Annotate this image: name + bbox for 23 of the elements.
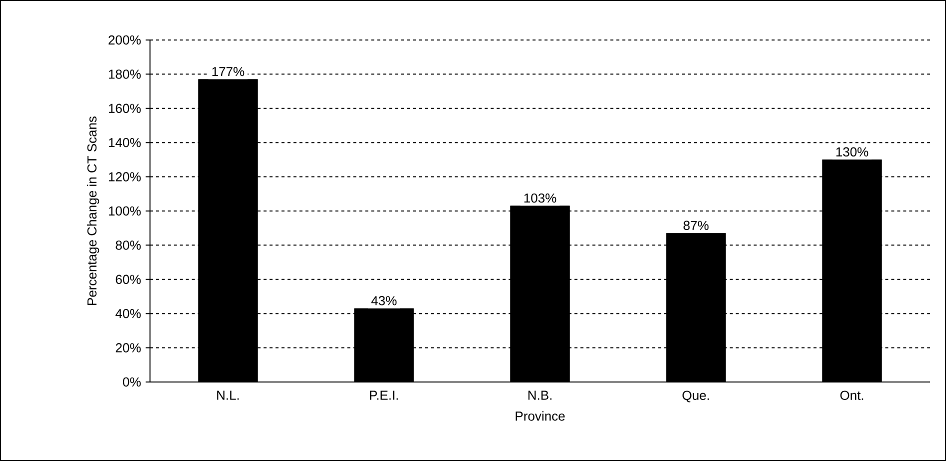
- x-tick-label: N.L.: [217, 390, 239, 400]
- y-tick-label: 180%: [108, 70, 141, 79]
- y-tick-label: 140%: [108, 138, 141, 148]
- data-label: 177%: [212, 67, 244, 76]
- data-label: 43%: [371, 296, 397, 306]
- x-tick-label: Ont.: [840, 390, 864, 400]
- y-axis-title: Percentage Change in CT Scans: [86, 116, 100, 305]
- y-tick-label: 200%: [108, 35, 141, 45]
- y-tick-label: 80%: [116, 240, 141, 250]
- x-tick-label: Que.: [682, 390, 709, 402]
- data-label: 130%: [836, 147, 868, 156]
- data-label: 87%: [684, 220, 709, 230]
- y-tick-label: 20%: [116, 343, 141, 352]
- x-axis-title: Province: [516, 411, 565, 421]
- y-tick-label: 0%: [122, 377, 141, 387]
- x-tick-label: P.E.I.: [370, 390, 398, 400]
- y-tick-label: 120%: [108, 172, 141, 182]
- y-tick-label: 100%: [108, 206, 141, 216]
- y-tick-label: 40%: [116, 308, 141, 318]
- y-tick-label: 160%: [108, 104, 141, 113]
- data-label: 103%: [524, 193, 556, 203]
- x-tick-label: N.B.: [528, 390, 552, 400]
- y-tick-label: 60%: [116, 274, 141, 284]
